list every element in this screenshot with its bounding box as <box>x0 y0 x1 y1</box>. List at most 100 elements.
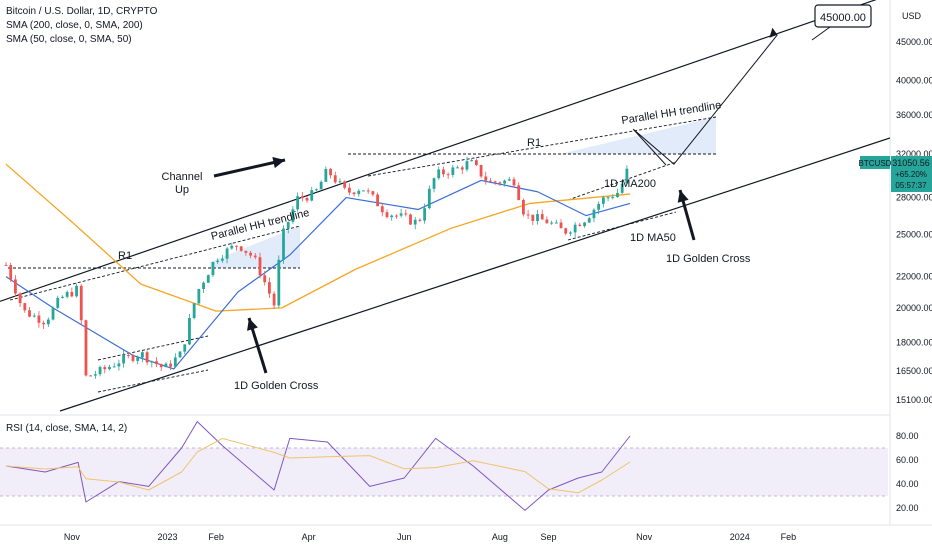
price-axis-tick-label: 45000.00 <box>896 37 932 47</box>
candle-body <box>427 188 431 209</box>
candle-body <box>489 180 492 182</box>
candle-body <box>493 181 497 183</box>
candle-body <box>32 315 36 317</box>
candle-body <box>197 289 201 304</box>
candle-body <box>503 180 506 184</box>
candle-body <box>89 375 93 377</box>
candle-body <box>14 279 17 294</box>
candle-body <box>126 354 130 356</box>
candle-body <box>550 222 554 224</box>
candle-body <box>18 293 22 304</box>
parallel-hh-line-right <box>367 116 717 177</box>
candle-body <box>282 228 285 260</box>
candle-body <box>333 175 337 183</box>
candle-body <box>319 181 323 190</box>
candle-body <box>343 181 347 188</box>
candle-body <box>244 250 248 253</box>
price-axis-tick-label: 40000.00 <box>896 76 932 86</box>
candle-body <box>526 214 530 216</box>
candle-body <box>564 228 568 234</box>
candle-body <box>418 219 422 221</box>
price-axis-tick-label: 20000.00 <box>896 303 932 313</box>
candle-body <box>235 245 238 247</box>
candle-body <box>93 374 97 376</box>
time-axis-tick-label: Aug <box>492 532 508 542</box>
golden-cross-arrow-right-head <box>677 190 689 203</box>
candle-body <box>277 259 281 306</box>
price-tag-symbol: BTCUSD <box>859 159 892 168</box>
candle-body <box>79 285 83 321</box>
price-tag-change: +65.20% <box>895 170 927 179</box>
candle-body <box>122 354 125 364</box>
candle-body <box>216 260 220 263</box>
candle-body <box>451 167 455 175</box>
channel-up-arrow <box>213 158 286 178</box>
projection-path <box>632 34 778 166</box>
candle-body <box>211 262 215 276</box>
price-axis-tick-label: 16500.00 <box>896 366 932 376</box>
candle-body <box>253 255 257 258</box>
golden-cross-arrow-left-head <box>247 318 258 331</box>
currency-label: USD <box>902 11 922 21</box>
price-tag-symbol-bg <box>860 156 890 169</box>
candle-body <box>606 197 610 199</box>
rsi-ma-line <box>5 437 631 494</box>
price-axis-tick-label: 22000.00 <box>896 272 932 282</box>
channel-up-label-2: Up <box>175 184 189 196</box>
price-tag-value: 31050.56 <box>892 158 930 168</box>
price-axis-tick-label: 28000.00 <box>896 193 932 203</box>
channel-up-arrow-head <box>272 157 285 169</box>
candle-body <box>315 189 318 191</box>
candle-body <box>545 219 549 224</box>
candle-body <box>470 160 474 162</box>
candle-body <box>239 246 243 251</box>
candle-body <box>540 214 544 220</box>
candle-body <box>437 169 441 179</box>
candle-body <box>249 252 252 256</box>
candle-body <box>465 161 469 170</box>
candle-body <box>46 319 50 325</box>
rsi-band <box>0 448 888 496</box>
candle-body <box>474 160 478 165</box>
candle-body <box>446 174 450 176</box>
candle-body <box>220 258 224 261</box>
candle-body <box>423 208 427 221</box>
candle-body <box>42 322 46 325</box>
price-axis-tick-label: 32000.00 <box>896 149 932 159</box>
time-axis-tick-label: Nov <box>64 532 81 542</box>
rsi-line <box>5 421 631 511</box>
golden-cross-label-left: 1D Golden Cross <box>234 380 319 392</box>
candle-body <box>531 214 535 221</box>
target-box-pointer <box>811 26 831 41</box>
candle-body <box>112 366 116 368</box>
candle-body <box>230 245 234 249</box>
candle-body <box>141 352 144 358</box>
candle-body <box>620 183 624 193</box>
candle-body <box>573 224 577 233</box>
price-tag-countdown: 05:57:37 <box>895 181 927 190</box>
candle-body <box>291 209 295 222</box>
candle-body <box>305 197 309 201</box>
support-line-bottom-right <box>567 211 677 241</box>
sma50-line <box>5 179 631 370</box>
candle-body <box>155 361 158 365</box>
candle-body <box>263 275 267 283</box>
candle-body <box>56 297 60 308</box>
candle-body <box>578 224 582 227</box>
candle-body <box>258 257 262 276</box>
r1-label-right: R1 <box>527 137 541 149</box>
parallel-hh-fill-right <box>560 117 716 154</box>
projection-arrowhead <box>769 27 778 38</box>
candle-body <box>376 194 379 207</box>
candle-body <box>183 344 187 352</box>
candle-body <box>357 190 361 195</box>
candle-body <box>432 178 436 189</box>
candle-body <box>84 320 88 376</box>
candle-body <box>554 222 558 224</box>
candle-body <box>597 203 601 210</box>
indicator-sma200-label: SMA (200, close, 0, SMA, 200) <box>6 20 143 31</box>
candle-body <box>192 303 196 319</box>
candle-body <box>390 215 394 218</box>
